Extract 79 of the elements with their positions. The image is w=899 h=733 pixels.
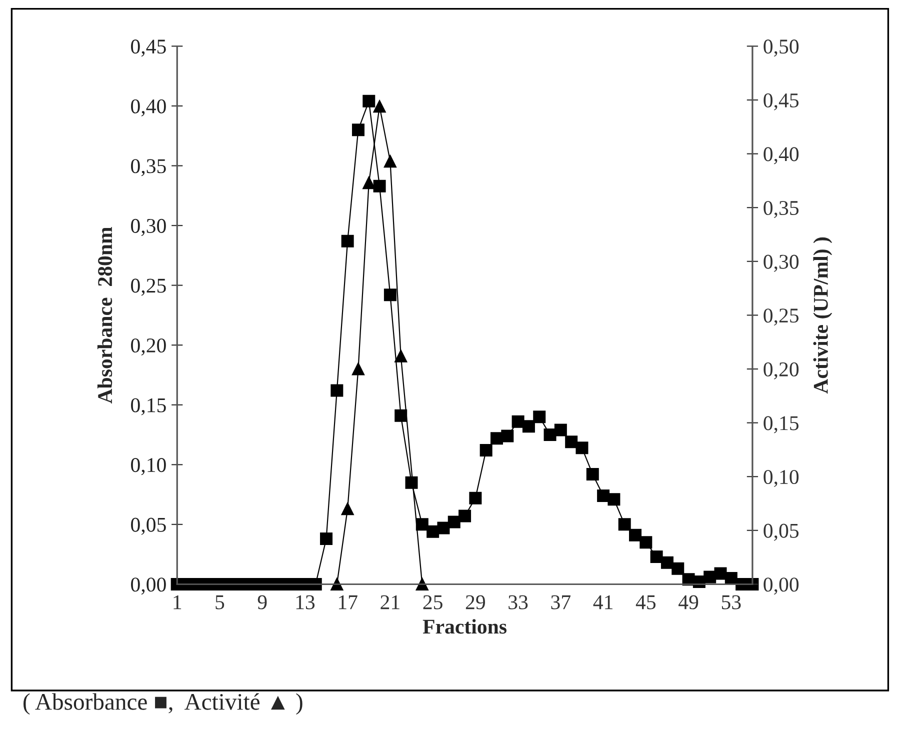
x-tick-label: 21: [380, 595, 400, 610]
y-tick-label: 0,35: [131, 159, 166, 176]
x-axis-title: Fractions: [422, 619, 507, 634]
y2-tick-label: 0,15: [764, 416, 799, 434]
x-tick-label: 29: [466, 595, 485, 610]
point: [714, 567, 727, 580]
y2-tick-label: 0,35: [764, 200, 799, 218]
x-tick-label: 41: [593, 595, 612, 610]
x-tick-label: 5: [216, 595, 224, 610]
y-tick-label: 0,10: [131, 458, 166, 476]
y-tick-label: 0,40: [131, 99, 166, 116]
point: [394, 350, 408, 362]
point: [597, 489, 610, 502]
y2-axis-title: Activite (UP/ml) ): [813, 237, 832, 394]
y2-tick-label: 0,30: [764, 254, 799, 272]
point: [629, 528, 642, 542]
point: [533, 410, 546, 424]
point: [330, 384, 344, 397]
y2-tick-label: 0,50: [764, 40, 799, 57]
y2-tick-label: 0,00: [764, 578, 799, 595]
y-tick-label: 0,25: [131, 278, 166, 296]
point: [672, 562, 684, 575]
x-tick-label: 9: [258, 595, 267, 610]
point: [469, 492, 482, 504]
point: [650, 550, 663, 563]
point: [384, 155, 396, 168]
point: [522, 420, 535, 433]
point: [565, 436, 578, 448]
x-tick-label: 53: [722, 595, 741, 610]
point: [608, 493, 620, 506]
x-tick-label: 13: [296, 595, 315, 610]
y-tick-label: 0,20: [131, 338, 166, 356]
text: ( Absorbance ■, Activité ▲ ): [24, 693, 302, 715]
y2-tick-label: 0,10: [764, 470, 799, 488]
x-tick-label: 37: [551, 595, 570, 610]
point: [501, 430, 514, 442]
x-tick-label: 25: [423, 595, 442, 610]
point: [341, 234, 354, 248]
point: [352, 124, 364, 136]
y2-tick-label: 0,05: [764, 524, 799, 541]
point: [394, 409, 408, 422]
x-tick-label: 45: [636, 595, 656, 610]
y-tick-label: 0,00: [131, 578, 166, 595]
point: [554, 424, 567, 436]
y-tick-label: 0,05: [131, 518, 166, 535]
point: [544, 428, 556, 441]
y-tick-label: 0,45: [131, 40, 166, 57]
point: [586, 468, 599, 480]
x-tick-label: 17: [338, 595, 358, 610]
point: [448, 516, 460, 528]
y-tick-label: 0,30: [131, 218, 166, 236]
point: [330, 578, 344, 590]
y2-tick-label: 0,25: [764, 308, 799, 326]
y2-tick-label: 0,20: [764, 362, 799, 380]
point: [341, 502, 354, 516]
point: [437, 522, 450, 534]
point: [704, 570, 716, 584]
point: [480, 444, 492, 457]
point: [352, 362, 364, 376]
point: [576, 442, 588, 454]
x-tick-label: 49: [678, 595, 698, 610]
point: [362, 94, 376, 108]
point: [373, 100, 386, 113]
point: [618, 518, 631, 531]
y2-tick-label: 0,40: [764, 147, 799, 164]
point: [640, 536, 652, 549]
point: [426, 525, 440, 538]
point: [660, 556, 674, 569]
point: [320, 532, 333, 546]
point: [405, 476, 418, 489]
y2-tick-label: 0,45: [764, 93, 799, 110]
point: [373, 180, 386, 192]
point: [384, 288, 396, 302]
y-tick-label: 0,15: [131, 398, 166, 416]
x-tick-label: 1: [174, 595, 182, 610]
point: [458, 510, 472, 522]
y-axis-title: Absorbance 280nm: [97, 227, 112, 404]
x-tick-label: 33: [508, 595, 528, 610]
point: [512, 415, 524, 428]
